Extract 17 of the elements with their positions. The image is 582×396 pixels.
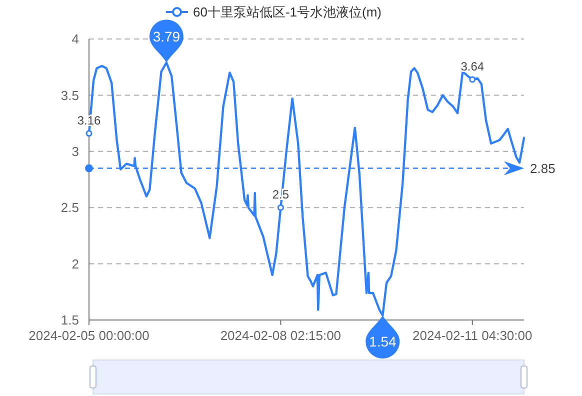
y-tick-label: 2.5: [60, 200, 79, 216]
y-tick-label: 2: [72, 256, 79, 272]
x-tick-label: 2024-02-11 04:30:00: [412, 328, 532, 343]
data-label: 3.64: [460, 59, 484, 74]
y-tick-label: 3: [72, 144, 79, 159]
y-tick-label: 3.5: [60, 88, 79, 103]
x-tick-label: 2024-02-08 02:15:00: [220, 328, 342, 343]
legend-label: 60十里泵站低区-1号水池液位(m): [193, 4, 382, 20]
x-tick-label: 2024-02-05 00:00:00: [28, 328, 150, 343]
annotation: 1.54: [369, 333, 396, 350]
y-tick-label: 1.5: [60, 312, 79, 328]
point: [86, 130, 92, 137]
annotation: 3.79: [152, 28, 180, 45]
point: [469, 76, 476, 83]
point: [277, 204, 284, 211]
ref-line-label: 2.85: [530, 160, 556, 176]
y-tick-label: 4: [72, 32, 79, 47]
